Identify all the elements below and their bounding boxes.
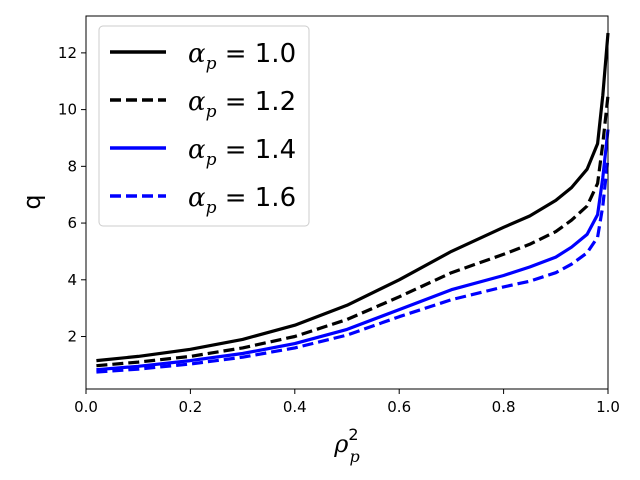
plot-frame — [85, 15, 609, 390]
x-tick-label: 0.6 — [387, 398, 411, 416]
series-line-2 — [96, 95, 610, 368]
x-axis-label: ρ2 p — [333, 425, 360, 466]
legend-label-4: αp = 1.6 — [188, 183, 296, 218]
y-tick-label: 12 — [58, 44, 77, 62]
y-tick-label: 10 — [58, 101, 77, 119]
legend-label-3: αp = 1.4 — [188, 135, 296, 170]
y-axis-label: q — [18, 194, 46, 209]
legend-box — [98, 25, 310, 227]
x-tick-label: 0.4 — [283, 398, 307, 416]
plot-lines — [96, 32, 610, 374]
y-tick-label: 8 — [67, 157, 77, 175]
x-tick-label: 0.8 — [492, 398, 516, 416]
legend-label-2: αp = 1.2 — [188, 87, 296, 122]
series-line-1 — [96, 32, 610, 363]
legend: αp = 1.0 αp = 1.2 αp = 1.4 αp = 1.6 — [98, 25, 310, 227]
x-axis-ticks: 0.0 0.2 0.4 0.6 0.8 1.0 — [74, 389, 620, 416]
y-tick-label: 2 — [67, 328, 77, 346]
x-tick-label: 1.0 — [596, 398, 620, 416]
series-line-3 — [96, 129, 610, 372]
series-line-4 — [96, 157, 610, 374]
x-tick-label: 0.0 — [74, 398, 98, 416]
y-axis-ticks: 2 4 6 8 10 12 — [58, 44, 86, 346]
y-tick-label: 6 — [67, 214, 77, 232]
x-tick-label: 0.2 — [178, 398, 202, 416]
legend-label-1: αp = 1.0 — [188, 39, 296, 74]
y-tick-label: 4 — [67, 271, 77, 289]
